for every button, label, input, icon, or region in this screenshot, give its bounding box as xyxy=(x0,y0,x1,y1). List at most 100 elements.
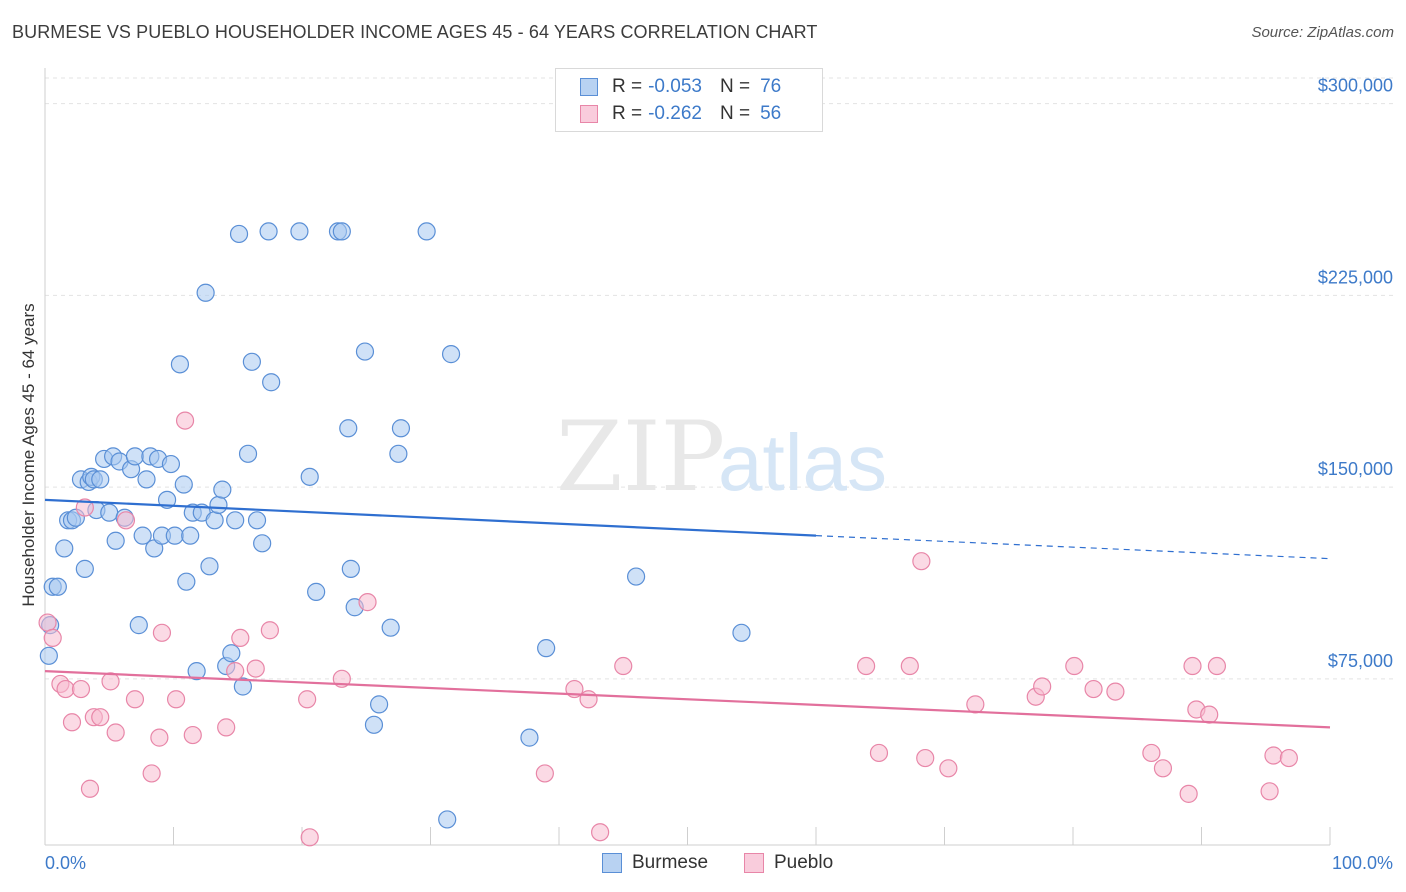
legend-r-label: R = xyxy=(612,103,643,124)
burmese-point xyxy=(389,444,408,463)
pueblo-points xyxy=(38,411,1298,847)
burmese-point xyxy=(332,222,351,241)
pueblo-point xyxy=(183,725,202,745)
pueblo-point xyxy=(71,679,91,699)
burmese-point xyxy=(100,503,119,522)
legend-r-label: R = xyxy=(612,76,643,97)
legend-n-value: 56 xyxy=(760,103,782,124)
pueblo-point xyxy=(900,656,919,676)
burmese-point xyxy=(339,419,358,438)
burmese-point xyxy=(732,623,751,642)
pueblo-trend-line xyxy=(44,670,1331,729)
burmese-point xyxy=(391,419,411,438)
pueblo-point xyxy=(1179,784,1198,803)
legend-n-label: N = xyxy=(719,76,751,97)
burmese-point xyxy=(290,222,309,241)
burmese-points xyxy=(39,222,751,829)
burmese-point xyxy=(226,511,245,530)
pueblo-point xyxy=(1065,656,1084,676)
burmese-point xyxy=(170,355,190,374)
legend-r-value: -0.053 xyxy=(648,76,702,97)
x-axis-labels: 0.0% 100.0% xyxy=(45,853,1393,873)
legend-swatch-burmese xyxy=(602,853,622,873)
pueblo-point xyxy=(614,656,633,676)
burmese-point xyxy=(129,616,148,635)
burmese-point xyxy=(196,283,215,302)
burmese-point xyxy=(307,582,326,601)
burmese-point xyxy=(253,534,272,553)
burmese-point xyxy=(181,526,200,545)
burmese-point xyxy=(39,646,58,665)
pueblo-point xyxy=(358,593,377,612)
legend-item-pueblo: Pueblo xyxy=(744,852,833,874)
pueblo-point xyxy=(231,628,250,648)
burmese-point xyxy=(438,810,457,829)
pueblo-point xyxy=(535,764,554,783)
pueblo-point xyxy=(1264,746,1283,765)
pueblo-point xyxy=(1084,679,1103,699)
burmese-point xyxy=(233,677,252,696)
y-tick-label: $225,000 xyxy=(1318,267,1393,287)
burmese-point xyxy=(242,352,261,371)
burmese-point xyxy=(161,454,181,474)
y-tick-label: $75,000 xyxy=(1328,651,1393,671)
series-legend: Burmese Pueblo xyxy=(0,852,1406,878)
burmese-point xyxy=(537,639,556,658)
burmese-trend-line xyxy=(44,498,817,537)
burmese-point xyxy=(381,618,400,637)
burmese-point xyxy=(106,531,125,550)
legend-row-burmese: R = -0.053 N = 76 xyxy=(580,74,781,100)
burmese-point xyxy=(247,511,267,530)
pueblo-point xyxy=(300,828,319,847)
pueblo-point xyxy=(80,779,100,798)
pueblo-point xyxy=(1106,682,1125,701)
legend-swatch-pueblo xyxy=(744,853,764,873)
burmese-point xyxy=(125,447,145,466)
burmese-point xyxy=(187,662,206,681)
stats-legend: R = -0.053 N = 76 R = -0.262 N = 56 xyxy=(555,68,823,132)
burmese-point xyxy=(370,695,389,714)
pueblo-point xyxy=(142,764,161,783)
legend-swatch-burmese xyxy=(580,78,598,96)
burmese-point xyxy=(133,526,152,545)
pueblo-point xyxy=(857,656,876,676)
pueblo-point xyxy=(1207,656,1227,676)
burmese-point xyxy=(238,444,258,463)
pueblo-point xyxy=(298,690,317,709)
pueblo-point xyxy=(62,713,82,732)
pueblo-point xyxy=(152,623,172,642)
legend-r-value: -0.262 xyxy=(648,103,702,124)
pueblo-point xyxy=(150,728,169,747)
burmese-point xyxy=(200,557,219,576)
burmese-point xyxy=(205,511,224,530)
legend-label-pueblo: Pueblo xyxy=(774,852,834,873)
gridlines xyxy=(45,77,1394,680)
burmese-point xyxy=(91,470,110,489)
pueblo-point xyxy=(166,690,186,709)
y-tick-label: $150,000 xyxy=(1318,459,1393,479)
pueblo-point xyxy=(916,748,935,768)
burmese-point xyxy=(174,475,193,494)
burmese-point xyxy=(441,345,461,364)
pueblo-point xyxy=(966,695,985,714)
legend-item-burmese: Burmese xyxy=(602,852,708,874)
pueblo-point xyxy=(1183,656,1202,676)
burmese-point xyxy=(213,480,232,499)
pueblo-point xyxy=(217,718,236,737)
pueblo-point xyxy=(1279,748,1298,768)
watermark: ZIP atlas xyxy=(556,401,887,513)
legend-label-burmese: Burmese xyxy=(632,852,709,873)
burmese-point xyxy=(520,728,539,747)
pueblo-point xyxy=(38,613,57,632)
pueblo-point xyxy=(43,628,62,648)
pueblo-point xyxy=(56,679,75,699)
pueblo-point xyxy=(106,723,125,742)
burmese-point xyxy=(262,373,281,392)
watermark-atlas: atlas xyxy=(718,418,887,507)
pueblo-point xyxy=(1153,759,1173,778)
burmese-point xyxy=(229,224,249,244)
y-axis-title: Householder Income Ages 45 - 64 years xyxy=(19,303,38,606)
pueblo-point xyxy=(246,659,265,678)
y-axis-labels: $75,000 $150,000 $225,000 $300,000 xyxy=(1318,76,1393,671)
